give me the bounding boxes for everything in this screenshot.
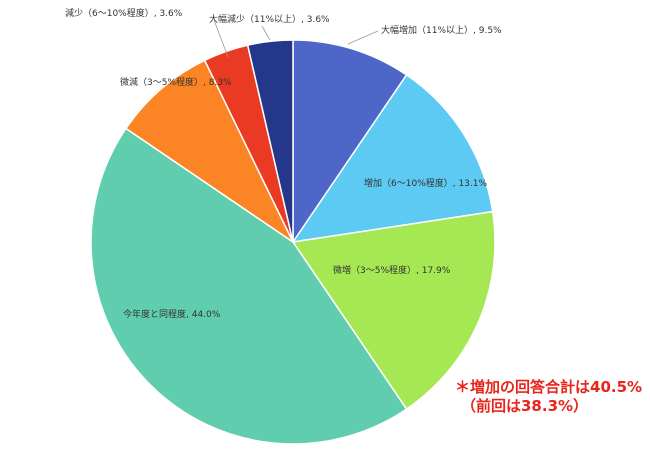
slice-label-5: 微減（3～5%程度）, 8.3%	[120, 76, 232, 88]
slice-label-1: 大幅増加（11%以上）, 9.5%	[381, 24, 502, 36]
slice-label-3: 微増（3～5%程度）, 17.9%	[333, 264, 451, 276]
note-line-2: （前回は38.3%）	[461, 397, 589, 415]
leader-line-7	[261, 25, 271, 41]
pie-slice-4	[90, 127, 408, 445]
slice-label-7: 大幅減少（11%以上）, 3.6%	[209, 13, 330, 25]
slice-labels: 大幅増加（11%以上）, 9.5% 増加（6～10%程度）, 13.1% 微増（3～…	[65, 7, 502, 320]
note-line-1: ＊増加の回答合計は40.5%	[455, 378, 643, 396]
leader-lines	[213, 19, 379, 58]
pie-slice-3	[291, 210, 496, 411]
slice-label-6: 減少（6～10%程度）, 3.6%	[65, 7, 183, 19]
pie-slice-7	[246, 39, 294, 243]
leader-line-1	[347, 30, 379, 45]
slice-label-4: 今年度と同程度, 44.0%	[123, 308, 221, 320]
summary-note: ＊増加の回答合計は40.5% （前回は38.3%）	[455, 378, 642, 416]
leader-line-6	[213, 19, 229, 58]
pie-slice-1	[292, 39, 408, 245]
slice-label-2: 増加（6～10%程度）, 13.1%	[364, 177, 487, 189]
pie-slice-5	[124, 59, 295, 245]
pie-slice-2	[291, 73, 494, 243]
pie-slices	[90, 39, 496, 445]
